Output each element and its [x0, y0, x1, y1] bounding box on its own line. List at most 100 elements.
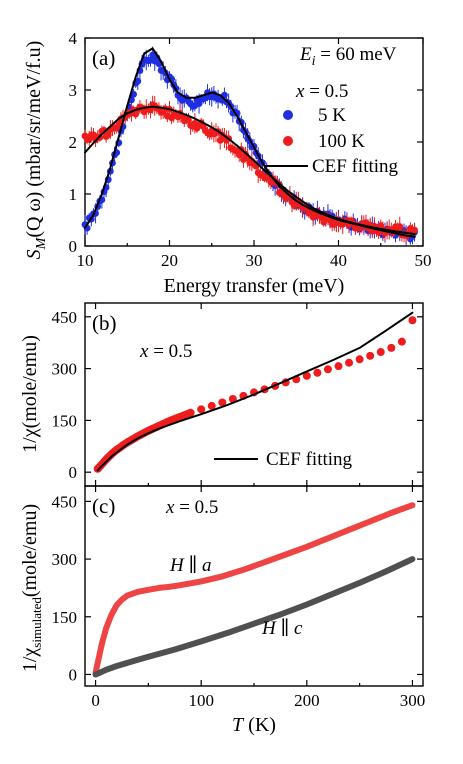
hc-axis: c — [294, 618, 303, 639]
legend-100k-label: 100 K — [318, 131, 365, 152]
hc-var: H — [261, 618, 277, 639]
xa-var: x — [295, 81, 305, 102]
panel-a-energy-spectrum: 10 20 30 40 50 0 1 2 3 4 (a) Energy transfer (meV… — [23, 29, 432, 297]
xc-var: x — [165, 497, 175, 518]
panel-a-y-axis-label: SM(Q ω) (mbar/sr/meV/f.u) — [23, 41, 49, 260]
panel-a-tick-labels: 10 20 30 40 50 0 1 2 3 4 — [69, 29, 432, 270]
panel-a-ei-annotation: Ei = 60 meV — [299, 44, 397, 69]
legend-5k-label: 5 K — [318, 105, 346, 126]
panel-b-tick-labels: 0 150 300 450 — [52, 308, 78, 482]
y-tick-label: 0 — [69, 237, 78, 256]
ha-var: H — [169, 555, 185, 576]
data-point — [323, 365, 332, 374]
y-tick-label: 450 — [52, 308, 78, 327]
data-point — [397, 337, 406, 346]
legend-cef-label: CEF fitting — [312, 156, 399, 177]
data-point — [334, 362, 343, 371]
ylabel-a-rest: (Q ω) (mbar/sr/meV/f.u) — [23, 41, 45, 238]
data-point — [313, 368, 322, 377]
legend-100k-marker — [283, 136, 293, 146]
y-tick-label: 150 — [52, 608, 78, 627]
data-point — [197, 405, 206, 414]
xb-rest: = 0.5 — [148, 341, 192, 362]
data-point — [408, 316, 417, 325]
panel-b-y-axis-label: 1/χ(mole/emu) — [19, 335, 41, 453]
panel-b-marks — [93, 311, 417, 473]
y-tick-label: 450 — [52, 492, 78, 511]
legend-b-cef-label: CEF fitting — [266, 449, 353, 470]
y-tick-label: 1 — [69, 185, 78, 204]
panel-c-x-annotation: x = 0.5 — [165, 497, 218, 518]
xlabel-c-var: T — [232, 714, 245, 736]
panel-c-x-axis-label: T (K) — [232, 714, 276, 736]
y-tick-label: 0 — [69, 665, 78, 684]
x-tick-label: 30 — [246, 251, 263, 270]
data-point — [218, 398, 227, 407]
data-point — [345, 358, 354, 367]
y-tick-label: 300 — [52, 550, 78, 569]
xb-var: x — [139, 341, 149, 362]
panel-c-tick-labels: 0 100 200 300 0 150 300 450 — [52, 492, 426, 710]
panel-a-label: (a) — [92, 46, 115, 70]
xa-rest: = 0.5 — [304, 81, 348, 102]
ylabel-a-main: S — [23, 249, 45, 259]
series-line — [92, 556, 416, 678]
y-tick-label: 3 — [69, 81, 78, 100]
panel-c-marks — [92, 502, 416, 678]
data-point — [387, 343, 396, 352]
x-tick-label: 10 — [77, 251, 94, 270]
data-point — [376, 348, 385, 357]
series-label-h-c: H ∥ c — [261, 618, 303, 639]
series-label-h-a: H ∥ a — [169, 555, 212, 576]
panel-a-ticks — [84, 37, 424, 247]
panel-a-x-annotation: x = 0.5 — [295, 81, 348, 102]
ylabel-a-sub: M — [34, 236, 49, 250]
panel-a-x-axis-label: Energy transfer (meV) — [164, 275, 345, 297]
ylabel-c-rest: (mole/emu) — [19, 504, 41, 597]
x-tick-label: 0 — [91, 691, 100, 710]
hc-rest: ∥ — [276, 618, 294, 639]
data-point — [207, 401, 216, 410]
data-point — [366, 351, 375, 360]
ylabel-c-main: 1/χ — [19, 648, 41, 673]
series-line — [96, 311, 414, 472]
y-tick-label: 0 — [69, 463, 78, 482]
data-point — [302, 371, 311, 380]
ei-sub: i — [312, 54, 316, 69]
y-tick-label: 2 — [69, 133, 78, 152]
y-tick-label: 150 — [52, 411, 78, 430]
panel-c-y-axis-label: 1/χsimulated(mole/emu) — [19, 504, 44, 672]
y-tick-label: 4 — [69, 29, 78, 48]
x-tick-label: 100 — [188, 691, 214, 710]
series-line — [84, 105, 416, 235]
ei-rest: = 60 meV — [316, 44, 397, 65]
panel-b-ticks — [85, 303, 423, 486]
legend-5k-marker — [283, 110, 293, 120]
panel-c-label: (c) — [92, 494, 115, 518]
panel-c-simulated: 0 100 200 300 0 150 300 450 (c) T (K) 1/χsimula… — [19, 485, 426, 736]
ei-main: E — [299, 44, 312, 65]
data-point — [186, 408, 195, 417]
panel-b-label: (b) — [92, 311, 117, 335]
x-tick-label: 200 — [294, 691, 320, 710]
x-tick-label: 40 — [330, 251, 347, 270]
series-line — [84, 47, 416, 238]
y-tick-label: 300 — [52, 360, 78, 379]
data-point — [411, 226, 418, 234]
x-tick-label: 20 — [161, 251, 178, 270]
panel-a-marks — [81, 46, 418, 246]
panel-b-susceptibility: 0 150 300 450 (b) 1/χ(mole/emu) x = 0.5 CEF… — [19, 302, 424, 487]
panel-c-frame — [84, 485, 424, 687]
panel-b-x-annotation: x = 0.5 — [139, 341, 192, 362]
xc-rest: = 0.5 — [174, 497, 218, 518]
series-line — [92, 502, 416, 676]
x-tick-label: 300 — [400, 691, 426, 710]
panel-b-legend: CEF fitting — [214, 449, 353, 470]
panel-a-legend: 5 K 100 K CEF fitting — [264, 105, 399, 177]
data-point — [355, 355, 364, 364]
panel-c-ticks — [85, 486, 423, 686]
x-tick-label: 50 — [415, 251, 432, 270]
ha-axis: a — [202, 555, 212, 576]
xlabel-c-rest: (K) — [243, 714, 276, 736]
